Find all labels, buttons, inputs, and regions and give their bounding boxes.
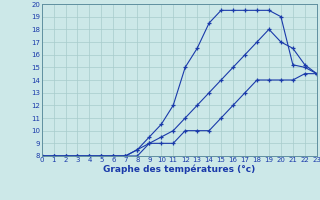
X-axis label: Graphe des températures (°c): Graphe des températures (°c) bbox=[103, 165, 255, 174]
